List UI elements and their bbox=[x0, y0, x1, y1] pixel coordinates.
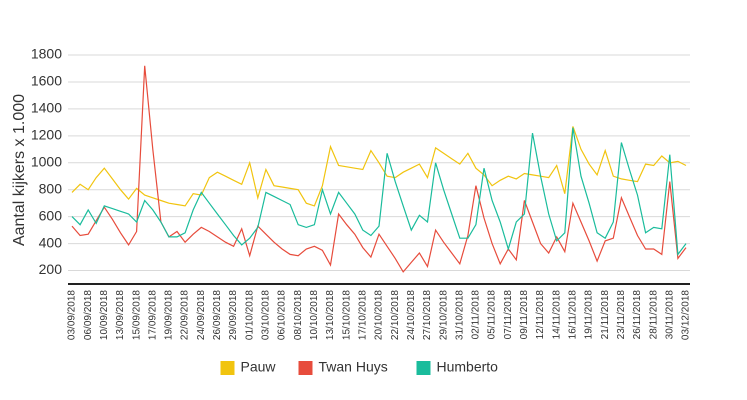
x-tick-label: 31/10/2018 bbox=[454, 290, 465, 340]
legend-swatch bbox=[416, 361, 431, 375]
x-tick-label: 13/10/2018 bbox=[325, 290, 336, 340]
x-tick-label: 19/09/2018 bbox=[164, 290, 175, 340]
x-tick-label: 15/10/2018 bbox=[341, 290, 352, 340]
y-tick-label: 800 bbox=[39, 180, 63, 196]
legend-label: Pauw bbox=[241, 359, 277, 375]
x-tick-label: 17/10/2018 bbox=[357, 290, 368, 340]
legend-label: Twan Huys bbox=[319, 359, 388, 375]
x-tick-label: 17/09/2018 bbox=[147, 290, 158, 340]
x-tick-label: 03/10/2018 bbox=[261, 290, 272, 340]
x-tick-label: 30/11/2018 bbox=[664, 290, 675, 340]
x-tick-label: 22/09/2018 bbox=[180, 290, 191, 340]
y-tick-label: 1800 bbox=[31, 46, 62, 62]
y-tick-label: 1000 bbox=[31, 153, 62, 169]
x-tick-label: 08/10/2018 bbox=[293, 290, 304, 340]
y-tick-label: 1200 bbox=[31, 127, 62, 143]
line bbox=[71, 126, 687, 207]
y-tick-label: 400 bbox=[39, 234, 63, 250]
x-tick-label: 21/11/2018 bbox=[600, 290, 611, 340]
x-tick-label: 02/11/2018 bbox=[471, 290, 482, 340]
x-tick-label: 15/09/2018 bbox=[131, 290, 142, 340]
x-tick-label: 03/09/2018 bbox=[67, 290, 78, 340]
line bbox=[71, 127, 687, 257]
x-tick-label: 09/11/2018 bbox=[519, 290, 530, 340]
y-tick-label: 200 bbox=[39, 261, 63, 277]
line bbox=[71, 65, 687, 273]
x-tick-label: 29/10/2018 bbox=[438, 290, 449, 340]
x-tick-label: 05/11/2018 bbox=[487, 290, 498, 340]
x-tick-label: 13/09/2018 bbox=[115, 290, 126, 340]
y-axis-label: Aantal kijkers x 1.000 bbox=[11, 94, 28, 246]
x-tick-label: 28/11/2018 bbox=[648, 290, 659, 340]
x-tick-label: 06/09/2018 bbox=[83, 290, 94, 340]
y-tick-label: 1600 bbox=[31, 73, 62, 89]
x-tick-label: 22/10/2018 bbox=[390, 290, 401, 340]
x-tick-label: 03/12/2018 bbox=[681, 290, 692, 340]
x-tick-label: 24/10/2018 bbox=[406, 290, 417, 340]
x-tick-label: 23/11/2018 bbox=[616, 290, 627, 340]
x-tick-label: 29/09/2018 bbox=[228, 290, 239, 340]
legend-label: Humberto bbox=[437, 359, 499, 375]
y-tick-label: 1400 bbox=[31, 100, 62, 116]
legend-swatch bbox=[220, 361, 235, 375]
x-tick-label: 14/11/2018 bbox=[551, 290, 562, 340]
x-tick-label: 24/09/2018 bbox=[196, 290, 207, 340]
x-tick-label: 27/10/2018 bbox=[422, 290, 433, 340]
x-tick-label: 19/11/2018 bbox=[584, 290, 595, 340]
x-tick-label: 12/11/2018 bbox=[535, 290, 546, 340]
x-tick-label: 26/11/2018 bbox=[632, 290, 643, 340]
x-tick-label: 10/10/2018 bbox=[309, 290, 320, 340]
x-tick-label: 26/09/2018 bbox=[212, 290, 223, 340]
x-tick-label: 20/10/2018 bbox=[374, 290, 385, 340]
y-tick-label: 600 bbox=[39, 207, 63, 223]
x-tick-label: 16/11/2018 bbox=[568, 290, 579, 340]
x-tick-label: 06/10/2018 bbox=[277, 290, 288, 340]
x-tick-label: 10/09/2018 bbox=[99, 290, 110, 340]
x-tick-label: 01/10/2018 bbox=[244, 290, 255, 340]
x-tick-label: 07/11/2018 bbox=[503, 290, 514, 340]
legend-swatch bbox=[298, 361, 313, 375]
